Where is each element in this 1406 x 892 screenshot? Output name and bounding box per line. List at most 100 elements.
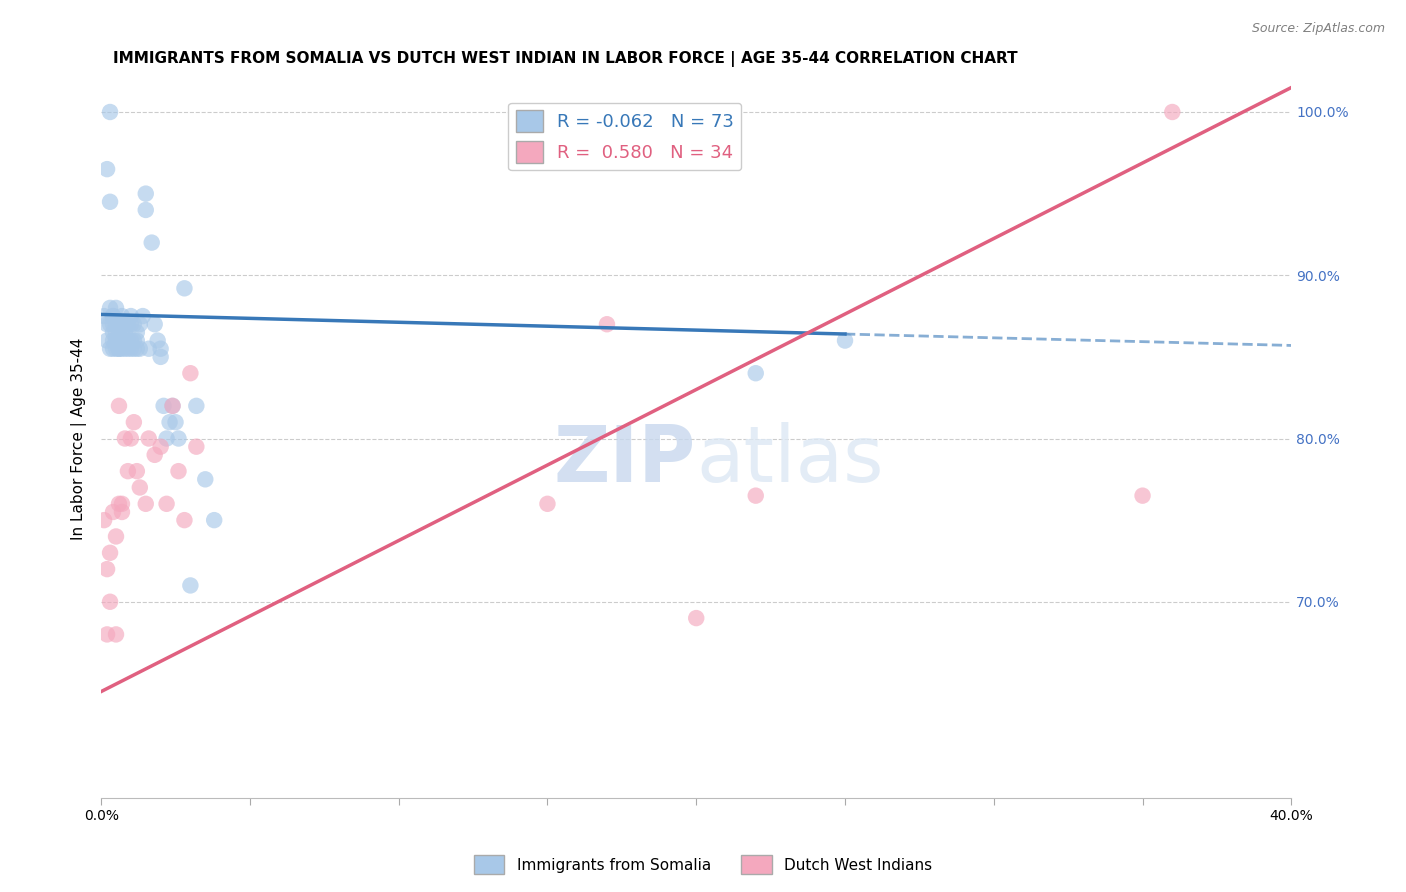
Point [135, 202, 157, 217]
Point [108, 317, 131, 331]
Point [122, 415, 145, 429]
Text: atlas: atlas [696, 422, 884, 498]
Point [162, 399, 184, 413]
Point [108, 342, 131, 356]
Point [117, 342, 139, 356]
Point [96, 162, 118, 177]
Point [96, 317, 118, 331]
Point [114, 342, 136, 356]
Point [745, 366, 768, 380]
Text: ZIP: ZIP [554, 422, 696, 498]
Point [596, 317, 619, 331]
Point [135, 186, 157, 201]
Point [128, 317, 150, 331]
Point [138, 342, 160, 356]
Point [101, 505, 124, 519]
Point [120, 432, 142, 446]
Point [105, 334, 128, 348]
Point [120, 334, 142, 348]
Point [101, 309, 124, 323]
Point [685, 611, 707, 625]
Point [105, 334, 128, 348]
Point [122, 342, 145, 356]
Point [1161, 105, 1184, 120]
Point [120, 342, 142, 356]
Point [114, 334, 136, 348]
Point [186, 399, 208, 413]
Point [536, 497, 558, 511]
Point [152, 399, 174, 413]
Point [98, 105, 121, 120]
Point [105, 342, 128, 356]
Point [143, 448, 166, 462]
Point [132, 309, 155, 323]
Text: IMMIGRANTS FROM SOMALIA VS DUTCH WEST INDIAN IN LABOR FORCE | AGE 35-44 CORRELAT: IMMIGRANTS FROM SOMALIA VS DUTCH WEST IN… [112, 51, 1018, 67]
Point [105, 529, 128, 543]
Point [138, 432, 160, 446]
Point [179, 366, 201, 380]
Point [108, 497, 131, 511]
Point [108, 317, 131, 331]
Point [122, 334, 145, 348]
Point [125, 326, 148, 340]
Point [143, 317, 166, 331]
Point [96, 562, 118, 576]
Point [159, 415, 181, 429]
Point [98, 194, 121, 209]
Point [96, 334, 118, 348]
Point [117, 464, 139, 478]
Point [105, 627, 128, 641]
Point [101, 334, 124, 348]
Point [141, 235, 163, 250]
Point [101, 317, 124, 331]
Point [98, 317, 121, 331]
Point [111, 326, 134, 340]
Point [96, 627, 118, 641]
Point [1132, 489, 1154, 503]
Point [108, 326, 131, 340]
Point [105, 317, 128, 331]
Point [108, 334, 131, 348]
Point [167, 464, 190, 478]
Legend: R = -0.062   N = 73, R =  0.580   N = 34: R = -0.062 N = 73, R = 0.580 N = 34 [509, 103, 741, 170]
Point [101, 342, 124, 356]
Point [111, 317, 134, 331]
Point [93, 513, 115, 527]
Point [111, 505, 134, 519]
Point [202, 513, 225, 527]
Point [114, 317, 136, 331]
Point [128, 342, 150, 356]
Point [745, 489, 768, 503]
Point [135, 497, 157, 511]
Point [98, 546, 121, 560]
Point [155, 497, 177, 511]
Point [834, 334, 856, 348]
Point [108, 399, 131, 413]
Point [98, 301, 121, 315]
Point [111, 497, 134, 511]
Point [111, 342, 134, 356]
Point [149, 342, 172, 356]
Legend: Immigrants from Somalia, Dutch West Indians: Immigrants from Somalia, Dutch West Indi… [468, 849, 938, 880]
Point [114, 432, 136, 446]
Text: Source: ZipAtlas.com: Source: ZipAtlas.com [1251, 22, 1385, 36]
Point [98, 342, 121, 356]
Point [125, 342, 148, 356]
Point [105, 326, 128, 340]
Point [101, 309, 124, 323]
Point [125, 334, 148, 348]
Point [111, 334, 134, 348]
Point [167, 432, 190, 446]
Point [120, 309, 142, 323]
Point [146, 334, 169, 348]
Point [105, 301, 128, 315]
Point [173, 281, 195, 295]
Point [149, 440, 172, 454]
Point [98, 595, 121, 609]
Point [120, 317, 142, 331]
Point [165, 415, 187, 429]
Point [162, 399, 184, 413]
Point [117, 334, 139, 348]
Point [93, 309, 115, 323]
Point [117, 317, 139, 331]
